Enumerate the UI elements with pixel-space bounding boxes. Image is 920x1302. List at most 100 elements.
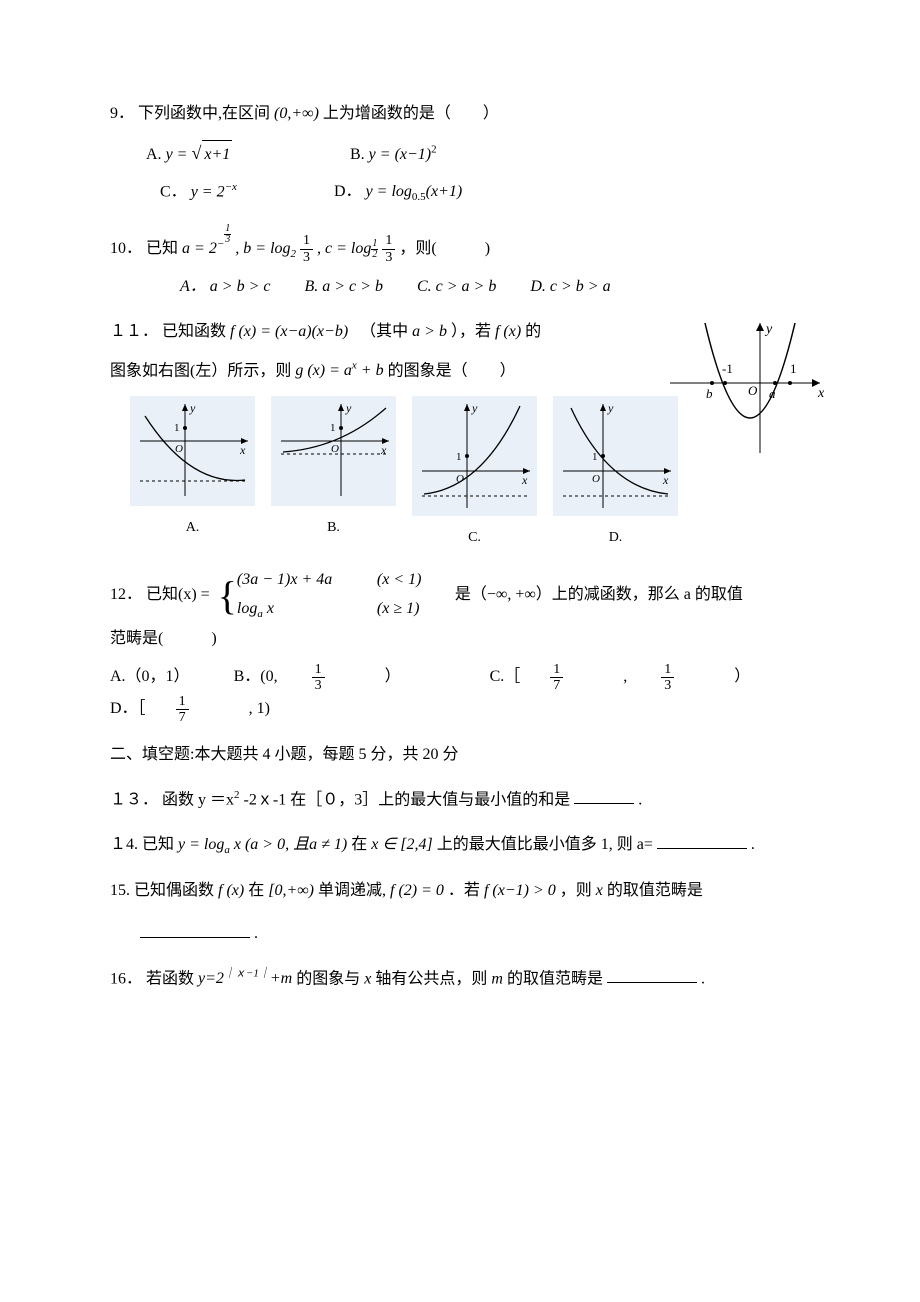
q11-num: １１． [110,323,158,340]
q15-blank [140,922,250,938]
q15-fx: f (x) [218,882,244,899]
svg-text:1: 1 [174,422,180,434]
q11-gx: g (x) = ax + b [295,362,387,379]
q9-optB: B. y = (x−1)2 [350,146,437,163]
q15-fxm1: f (x−1) > 0 [484,882,556,899]
svg-text:O: O [331,443,339,455]
svg-text:x: x [380,443,387,457]
graph-C-icon: y x O 1 [412,396,537,516]
svg-text:y: y [345,401,352,415]
svg-text:x: x [817,386,825,401]
svg-text:y: y [471,401,478,415]
q16-stem-c: 轴有公共点，则 [375,970,491,987]
q13-stem-a: 函数 y ＝x [162,791,234,808]
q10-optC: C. c > a > b [417,278,496,295]
svg-text:x: x [662,473,669,487]
q9-optA: A. y = √x+1 [146,137,346,170]
svg-text:x: x [521,473,528,487]
q16-y: y=2｜ｘ−1｜+m [198,970,296,987]
q11-fx: f (x) = (x−a)(x−b) [230,323,348,340]
q14-num: １4. [110,836,138,853]
q9-optD: D． y = log0.5(x+1) [334,183,462,200]
q14-y: y = loga x (a > 0, 且a ≠ 1) [178,836,351,853]
q9-num: 9． [110,105,134,122]
q10-optB: B. a > c > b [304,278,382,295]
q16-stem-e: . [701,970,705,987]
q15-stem-d: ．若 [448,882,480,899]
svg-text:x: x [239,443,246,457]
q15-int: [0,+∞) [268,882,314,899]
q11-cond: a > b [412,323,447,340]
q15-blank-row: . [110,920,810,949]
q11-stem-a: 已知函数 [162,323,226,340]
question-13: １３． 函数 y ＝x2 ‐2ｘ‐1 在［０，3］上的最大值与最小值的和是 . [110,786,810,815]
section-2-header: 二、填空题:本大题共 4 小题，每题 5 分，共 20 分 [110,741,810,770]
graph-A-icon: y x O 1 [130,396,255,506]
svg-text:O: O [592,473,600,485]
question-15: 15. 已知偶函数 f (x) 在 [0,+∞) 单调递减, f (2) = 0… [110,877,810,949]
q16-x: x [364,970,371,987]
q13-num: １３． [110,791,158,808]
q14-stem-b: 在 [351,836,367,853]
svg-text:y: y [189,401,196,415]
question-14: １4. 已知 y = loga x (a > 0, 且a ≠ 1) 在 x ∈ … [110,831,810,861]
question-16: 16． 若函数 y=2｜ｘ−1｜+m 的图象与 x 轴有公共点，则 m 的取值范… [110,965,810,994]
q14-stem-d: . [751,836,755,853]
q9-interval: (0,+∞) [274,105,319,122]
svg-text:a: a [769,386,776,401]
q11-choice-B: y x O 1 B. [271,396,396,550]
q13-blank [574,788,634,804]
q16-m: m [491,970,503,987]
q9-stem-a: 下列函数中,在区间 [138,105,270,122]
svg-text:y: y [607,401,614,415]
q15-f2: f (2) = 0 [390,882,444,899]
question-9: 9． 下列函数中,在区间 (0,+∞) 上为增函数的是（ ） A. y = √x… [110,100,810,208]
q14-xin: x ∈ [2,4] [371,836,433,853]
svg-text:-1: -1 [722,361,733,376]
q10-c: , c = log12 13 [317,240,399,257]
q11-stem-b: （其中 [352,323,408,340]
q10-stem-b: ，则( ) [399,240,490,257]
q15-stem-a: 已知偶函数 [134,882,214,899]
q10-optA: A． a > b > c [180,278,270,295]
q10-num: 10． [110,240,142,257]
q9-stem-c: 上为增函数的是（ ） [323,105,499,122]
svg-text:O: O [748,383,758,398]
q16-num: 16． [110,970,142,987]
q10-b: , b = log2 13 [235,240,317,257]
q15-num: 15. [110,882,130,899]
q10-a: a = 2−13 [182,240,235,257]
q14-stem-c: 上的最大值比最小值多 1, 则 a= [437,836,653,853]
q10-stem-a: 已知 [146,240,178,257]
q10-optD: D. c > b > a [530,278,610,295]
q11-fx2: f (x) [495,323,521,340]
q11-stem-c: ），若 [451,323,491,340]
q12-piecewise: { (3a − 1)x + 4a (x < 1) loga x (x ≥ 1) [218,566,447,625]
q11-stem-d: 的 [525,323,541,340]
svg-text:b: b [706,386,713,401]
q12-stem-b: 是（−∞, +∞）上的减函数，那么 a 的取值 [455,586,743,603]
q16-stem-d: 的取值范畴是 [507,970,603,987]
q13-stem-b: ‐2ｘ‐1 在［０，3］上的最大值与最小值的和是 [244,791,571,808]
question-12: 12． 已知(x) = { (3a − 1)x + 4a (x < 1) log… [110,566,810,725]
q12-optD: D．［17, 1) [110,700,300,717]
parabola-graph-icon: y x O -1 1 b a [650,313,830,463]
q15-stem-f: 的取值范畴是 [607,882,703,899]
svg-text:O: O [175,443,183,455]
q15-stem-e: ，则 [560,882,592,899]
q16-stem-a: 若函数 [146,970,198,987]
question-11: y x O -1 1 b a １１． 已知函数 f (x) = (x−a)(x−… [110,318,810,550]
q16-blank [607,967,697,983]
q9-options-row2: C． y = 2−x D． y = log0.5(x+1) [110,178,810,208]
q12-stem-c: 范畴是( ) [110,625,810,654]
q10-options: A． a > b > c B. a > c > b C. c > a > b D… [110,273,810,302]
q12-num: 12． [110,586,142,603]
svg-text:1: 1 [592,451,598,463]
q9-optC: C． y = 2−x [160,178,330,207]
q14-stem-a: 已知 [142,836,174,853]
q12-optA: A.（0，1） [110,668,190,685]
q14-blank [657,833,747,849]
question-10: 10． 已知 a = 2−13 , b = log2 13 , c = log1… [110,224,810,302]
svg-text:y: y [764,322,773,337]
q15-stem-b: 在 [248,882,264,899]
